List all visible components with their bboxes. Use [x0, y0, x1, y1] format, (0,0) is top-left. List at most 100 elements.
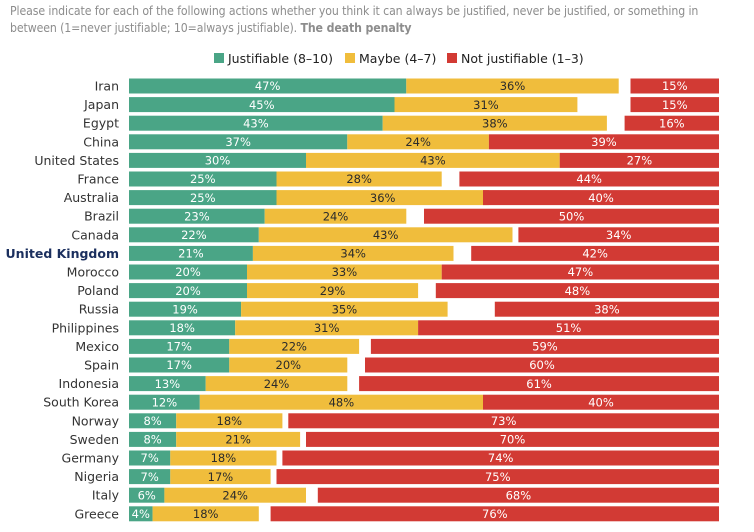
data-label-justifiable-spain: 17% [166, 358, 192, 372]
bar-justifiable-south-korea [129, 394, 200, 410]
y-tick-label-france: France [77, 172, 119, 187]
bar-not-justifiable-canada [518, 227, 719, 243]
bar-not-justifiable-greece [270, 506, 719, 522]
legend-swatch-maybe [345, 53, 355, 63]
data-label-justifiable-brazil: 23% [184, 209, 210, 223]
data-label-justifiable-germany: 7% [141, 451, 159, 465]
y-tick-label-egypt: Egypt [83, 116, 119, 131]
bar-justifiable-brazil [129, 208, 265, 224]
y-tick-label-spain: Spain [84, 358, 119, 373]
bar-not-justifiable-egypt [624, 115, 719, 131]
bar-not-justifiable-united-states [559, 152, 719, 168]
bar-not-justifiable-japan [630, 97, 719, 113]
bar-maybe-egypt [382, 115, 607, 131]
y-tick-label-norway: Norway [72, 413, 120, 428]
bar-not-justifiable-united-kingdom [471, 245, 719, 261]
y-tick-label-russia: Russia [79, 302, 119, 317]
data-label-maybe-mexico: 22% [281, 340, 307, 354]
data-label-not-justifiable-iran: 15% [662, 79, 688, 93]
data-label-justifiable-russia: 19% [172, 302, 198, 316]
y-tick-label-greece: Greece [75, 506, 120, 521]
bar-not-justifiable-brazil [424, 208, 719, 224]
data-label-maybe-china: 24% [405, 135, 431, 149]
bar-not-justifiable-iran [630, 78, 719, 94]
data-label-justifiable-indonesia: 13% [155, 377, 181, 391]
y-tick-label-sweden: Sweden [70, 432, 119, 447]
data-label-not-justifiable-norway: 73% [491, 414, 517, 428]
bar-not-justifiable-mexico [370, 338, 719, 354]
data-label-justifiable-nigeria: 7% [141, 470, 159, 484]
bar-justifiable-canada [129, 227, 259, 243]
data-label-justifiable-norway: 8% [143, 414, 161, 428]
data-label-maybe-nigeria: 17% [208, 470, 234, 484]
data-label-maybe-spain: 20% [276, 358, 302, 372]
data-label-not-justifiable-france: 44% [576, 172, 602, 186]
data-label-maybe-canada: 43% [373, 228, 399, 242]
data-label-justifiable-mexico: 17% [166, 340, 192, 354]
bar-justifiable-spain [129, 357, 230, 373]
y-tick-label-brazil: Brazil [84, 209, 119, 224]
bar-maybe-spain [229, 357, 348, 373]
data-label-maybe-indonesia: 24% [264, 377, 290, 391]
data-label-not-justifiable-japan: 15% [662, 98, 688, 112]
data-label-not-justifiable-poland: 48% [565, 284, 591, 298]
bar-not-justifiable-indonesia [359, 376, 719, 392]
bar-maybe-russia [241, 301, 448, 317]
bar-justifiable-greece [129, 506, 153, 522]
bar-justifiable-italy [129, 487, 165, 503]
data-label-not-justifiable-canada: 34% [606, 228, 632, 242]
data-label-maybe-france: 28% [346, 172, 372, 186]
bar-not-justifiable-china [488, 134, 719, 150]
bar-justifiable-sweden [129, 431, 177, 447]
bar-maybe-australia [276, 190, 489, 206]
bar-maybe-mexico [229, 338, 360, 354]
bar-maybe-indonesia [205, 376, 348, 392]
data-label-justifiable-philippines: 18% [169, 321, 195, 335]
data-label-justifiable-china: 37% [225, 135, 251, 149]
bar-maybe-iran [406, 78, 619, 94]
bar-maybe-philippines [235, 320, 419, 336]
data-label-justifiable-greece: 4% [132, 507, 150, 521]
bar-not-justifiable-morocco [441, 264, 719, 280]
data-label-maybe-italy: 24% [222, 488, 248, 502]
bar-maybe-brazil [264, 208, 407, 224]
y-tick-label-germany: Germany [62, 451, 120, 466]
data-label-maybe-norway: 18% [217, 414, 243, 428]
bar-not-justifiable-germany [282, 450, 719, 466]
bar-maybe-south-korea [199, 394, 484, 410]
data-label-maybe-japan: 31% [473, 98, 499, 112]
data-label-justifiable-poland: 20% [175, 284, 201, 298]
data-label-not-justifiable-sweden: 70% [500, 433, 526, 447]
bar-maybe-united-kingdom [252, 245, 454, 261]
data-label-not-justifiable-china: 39% [591, 135, 617, 149]
bar-maybe-greece [152, 506, 259, 522]
data-label-not-justifiable-germany: 74% [488, 451, 514, 465]
data-label-maybe-australia: 36% [370, 191, 396, 205]
bar-justifiable-norway [129, 413, 177, 429]
legend-swatch-not-justifiable [447, 53, 457, 63]
y-tick-label-canada: Canada [71, 227, 119, 242]
legend-swatch-justifiable [214, 53, 224, 63]
y-tick-label-united-states: United States [34, 153, 119, 168]
data-label-justifiable-italy: 6% [138, 488, 156, 502]
bar-not-justifiable-spain [365, 357, 719, 373]
bar-maybe-nigeria [170, 469, 271, 485]
data-label-not-justifiable-australia: 40% [588, 191, 614, 205]
data-label-not-justifiable-italy: 68% [506, 488, 532, 502]
bar-maybe-germany [170, 450, 277, 466]
y-tick-label-south-korea: South Korea [43, 395, 119, 410]
data-label-justifiable-australia: 25% [190, 191, 216, 205]
bar-maybe-sweden [176, 431, 301, 447]
y-tick-label-nigeria: Nigeria [74, 469, 119, 484]
y-tick-label-italy: Italy [92, 488, 120, 503]
data-label-maybe-south-korea: 48% [329, 395, 355, 409]
chart-header: Please indicate for each of the followin… [10, 3, 748, 37]
bar-justifiable-australia [129, 190, 277, 206]
bar-justifiable-poland [129, 283, 247, 299]
bar-not-justifiable-australia [483, 190, 719, 206]
bar-maybe-united-states [306, 152, 560, 168]
y-tick-label-australia: Australia [64, 190, 119, 205]
legend-label-justifiable: Justifiable (8–10) [228, 50, 333, 66]
question-text: Please indicate for each of the followin… [10, 4, 699, 35]
